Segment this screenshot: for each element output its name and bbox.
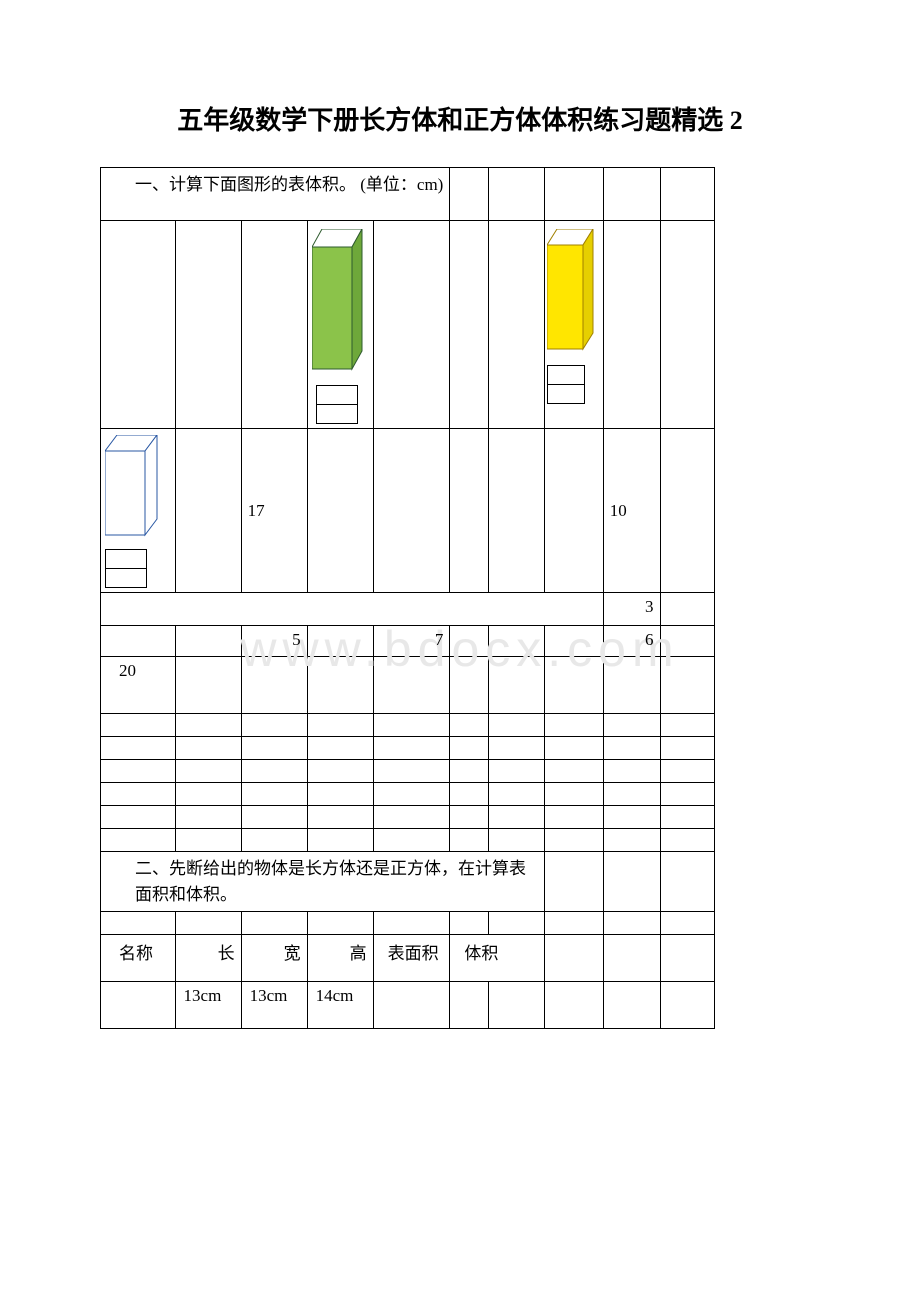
document-page: www.bdocx.com 五年级数学下册长方体和正方体体积练习题精选 2 一、… xyxy=(0,0,920,1089)
col-surface: 表面积 xyxy=(374,935,450,968)
dim-17: 17 xyxy=(242,497,307,525)
table-row: 二、先断给出的物体是长方体还是正方体，在计算表面积和体积。 xyxy=(101,852,715,912)
table-row xyxy=(101,829,715,852)
worksheet-table: 一、计算下面图形的表体积。 (单位：cm) xyxy=(100,167,715,1029)
yellow-prism-figure xyxy=(545,229,603,404)
col-width: 宽 xyxy=(242,935,307,968)
r1-width: 13cm xyxy=(242,982,307,1010)
page-title: 五年级数学下册长方体和正方体体积练习题精选 2 xyxy=(100,100,820,137)
table-row xyxy=(101,806,715,829)
table-row: 一、计算下面图形的表体积。 (单位：cm) xyxy=(101,168,715,221)
small-box-icon xyxy=(105,549,147,588)
table-row xyxy=(101,912,715,935)
table-row: 20 xyxy=(101,657,715,714)
col-length: 长 xyxy=(176,935,241,968)
table-row: 17 10 xyxy=(101,429,715,593)
blue-prism-figure xyxy=(101,435,175,588)
dim-5: 5 xyxy=(242,626,307,654)
table-row xyxy=(101,783,715,806)
green-prism-figure xyxy=(308,229,373,424)
section2-heading: 二、先断给出的物体是长方体还是正方体，在计算表面积和体积。 xyxy=(101,852,544,911)
table-row xyxy=(101,760,715,783)
table-row: 3 xyxy=(101,593,715,626)
r1-height: 14cm xyxy=(308,982,373,1010)
dim-3: 3 xyxy=(604,593,660,621)
table-row: 13cm 13cm 14cm xyxy=(101,982,715,1029)
table-row xyxy=(101,221,715,429)
table-row: 名称 长 宽 高 表面积 体积 xyxy=(101,935,715,982)
small-box-icon xyxy=(547,365,585,404)
table-row: 5 7 6 xyxy=(101,626,715,657)
section1-heading: 一、计算下面图形的表体积。 (单位：cm) xyxy=(101,168,449,202)
col-name: 名称 xyxy=(101,935,175,968)
small-box-icon xyxy=(316,385,358,424)
r1-length: 13cm xyxy=(176,982,241,1010)
dim-7: 7 xyxy=(374,626,450,654)
dim-20: 20 xyxy=(101,657,175,685)
table-row xyxy=(101,737,715,760)
col-height: 高 xyxy=(308,935,373,968)
dim-6: 6 xyxy=(604,626,660,654)
dim-10: 10 xyxy=(604,497,660,525)
table-row xyxy=(101,714,715,737)
col-volume: 体积 xyxy=(450,935,543,968)
